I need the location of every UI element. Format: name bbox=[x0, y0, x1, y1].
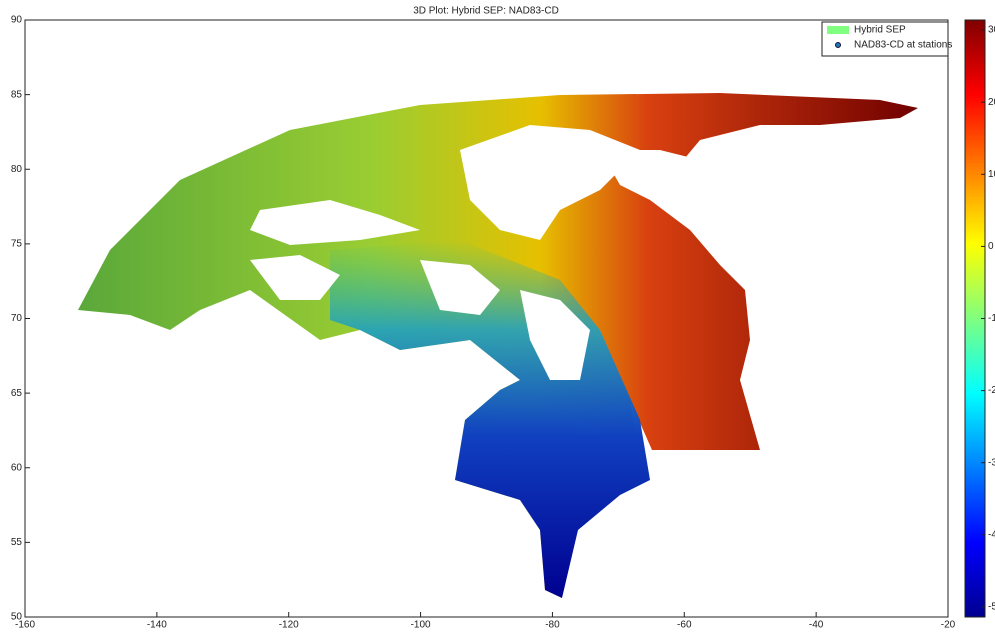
colorbar-tick-label: 10 bbox=[988, 169, 995, 180]
legend-label: NAD83-CD at stations bbox=[854, 40, 952, 51]
x-tick-label: -100 bbox=[411, 620, 431, 631]
y-tick-label: 65 bbox=[11, 388, 23, 399]
legend-marker bbox=[836, 43, 841, 48]
colorbar-tick-label: 0 bbox=[988, 241, 994, 252]
legend-label: Hybrid SEP bbox=[854, 25, 906, 36]
colorbar-tick-label: 30 bbox=[988, 25, 995, 36]
y-tick-label: 70 bbox=[11, 313, 23, 324]
surface bbox=[78, 93, 918, 598]
x-tick-label: -40 bbox=[809, 620, 824, 631]
x-tick-label: -20 bbox=[941, 620, 956, 631]
y-tick-label: 60 bbox=[11, 462, 23, 473]
x-tick-label: -140 bbox=[147, 620, 167, 631]
chart-title: 3D Plot: Hybrid SEP: NAD83-CD bbox=[413, 6, 559, 17]
colorbar-tick-label: -30 bbox=[988, 457, 995, 468]
y-tick-label: 55 bbox=[11, 537, 23, 548]
colorbar-tick-label: -50 bbox=[988, 602, 995, 613]
y-tick-label: 75 bbox=[11, 239, 23, 250]
colorbar-tick-label: -10 bbox=[988, 313, 995, 324]
chart: 3D Plot: Hybrid SEP: NAD83-CD -160-140-1… bbox=[0, 0, 995, 631]
y-tick-label: 90 bbox=[11, 15, 23, 26]
y-tick-label: 80 bbox=[11, 164, 23, 175]
colorbar-tick-label: 20 bbox=[988, 97, 995, 108]
y-tick-label: 50 bbox=[11, 612, 23, 623]
colorbar-tick-label: -40 bbox=[988, 529, 995, 540]
colorbar-tick-label: -20 bbox=[988, 385, 995, 396]
y-tick-label: 85 bbox=[11, 89, 23, 100]
x-tick-label: -80 bbox=[545, 620, 560, 631]
legend-swatch bbox=[827, 26, 849, 34]
x-tick-label: -60 bbox=[677, 620, 692, 631]
x-tick-label: -120 bbox=[279, 620, 299, 631]
